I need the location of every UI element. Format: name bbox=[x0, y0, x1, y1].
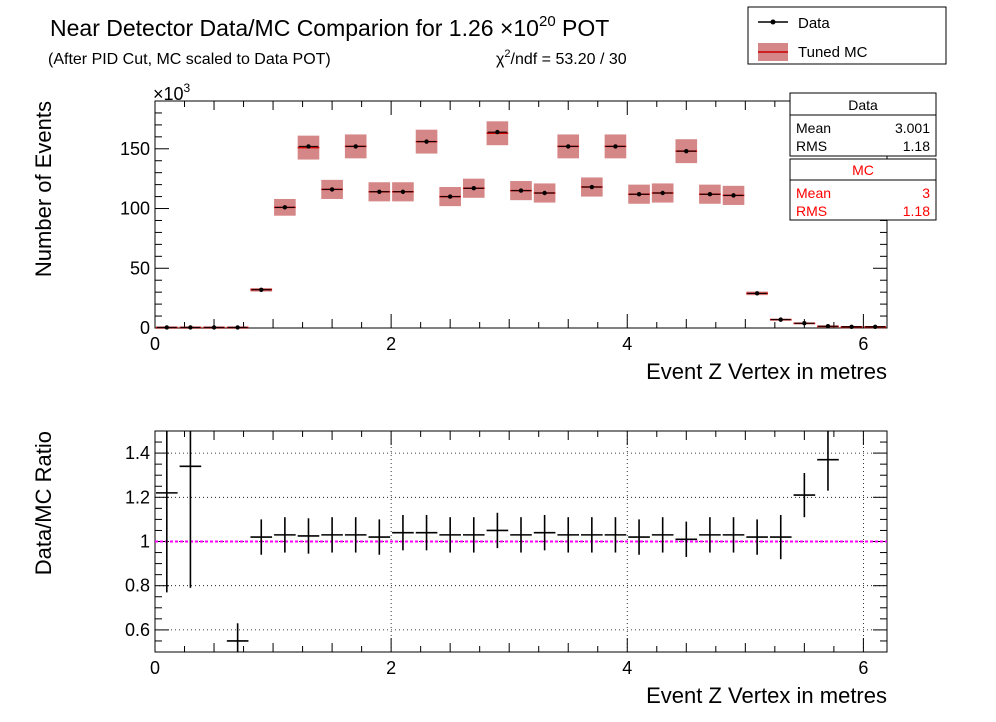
stats-data-rms-label: RMS bbox=[796, 138, 827, 154]
data-point bbox=[613, 144, 618, 149]
data-point bbox=[802, 321, 807, 326]
data-point bbox=[684, 148, 689, 154]
data-point bbox=[778, 317, 783, 322]
y-tick-label: 50 bbox=[130, 258, 150, 278]
data-point bbox=[424, 139, 429, 144]
y-multiplier: ×103 bbox=[153, 81, 191, 104]
legend-mc-label: Tuned MC bbox=[798, 44, 868, 61]
chart-title: Near Detector Data/MC Comparion for 1.26… bbox=[50, 13, 609, 41]
data-point bbox=[495, 129, 500, 135]
y-tick-label: 0 bbox=[140, 318, 150, 338]
x-tick-label: 2 bbox=[386, 334, 396, 354]
stats-mc-frame bbox=[789, 158, 937, 221]
data-point bbox=[566, 144, 571, 149]
stats-box-mc: MC Mean 3 RMS 1.18 bbox=[789, 158, 937, 221]
legend-data-label: Data bbox=[798, 15, 830, 32]
y-tick-label: 1 bbox=[140, 532, 150, 552]
data-point bbox=[235, 325, 240, 330]
data-point bbox=[259, 287, 264, 292]
plot-frame bbox=[154, 100, 888, 329]
chi2-label: χ2/ndf = 53.20 / 30 bbox=[496, 48, 627, 68]
stats-data-mean-value: 3.001 bbox=[895, 120, 930, 136]
legend: Data Tuned MC bbox=[747, 6, 947, 65]
data-point bbox=[754, 291, 760, 296]
data-point bbox=[400, 189, 406, 194]
stats-data-frame bbox=[789, 92, 937, 157]
data-point bbox=[188, 325, 193, 330]
data-point bbox=[282, 205, 288, 210]
y-tick-label: 100 bbox=[120, 199, 150, 219]
data-point bbox=[471, 186, 476, 191]
data-point bbox=[849, 324, 854, 330]
y-tick-label: 1.2 bbox=[125, 487, 150, 507]
stats-data-title: Data bbox=[848, 97, 878, 113]
data-point bbox=[731, 193, 736, 198]
stats-mc-mean-value: 3 bbox=[922, 185, 930, 201]
x-tick-label: 2 bbox=[386, 658, 396, 678]
stats-mc-title: MC bbox=[852, 162, 874, 178]
y-tick-label: 150 bbox=[120, 139, 150, 159]
data-point bbox=[872, 324, 878, 330]
title-exponent: 20 bbox=[539, 13, 556, 30]
data-point bbox=[353, 144, 358, 149]
data-point bbox=[542, 190, 547, 196]
data-point bbox=[707, 191, 713, 197]
chi2-value: /ndf = 53.20 / 30 bbox=[511, 51, 627, 68]
data-point bbox=[660, 190, 665, 196]
stats-mc-rms-label: RMS bbox=[796, 203, 827, 219]
stats-data-rms-value: 1.18 bbox=[903, 138, 930, 154]
data-point bbox=[636, 191, 642, 197]
x-tick-label: 0 bbox=[150, 658, 160, 678]
data-point bbox=[306, 144, 311, 149]
stats-box-data: Data Mean 3.001 RMS 1.18 bbox=[789, 92, 937, 157]
data-point bbox=[518, 188, 524, 193]
chi2-exponent: 2 bbox=[504, 48, 510, 60]
ratio-panel: 0 2 4 6 0.6 0.8 1 1.2 1.4 Event Z Vertex in metre… bbox=[31, 430, 888, 708]
top-panel: 0 2 4 6 0 50 100 150 Event Z Vertex in metres Num… bbox=[31, 81, 888, 384]
data-point bbox=[329, 187, 335, 192]
x-axis-label: Event Z Vertex in metres bbox=[646, 683, 887, 708]
y-tick-label: 1.4 bbox=[125, 443, 150, 463]
stats-data-mean-label: Mean bbox=[796, 120, 831, 136]
data-point bbox=[825, 324, 831, 329]
stats-mc-mean-label: Mean bbox=[796, 185, 831, 201]
data-point bbox=[447, 194, 453, 199]
data-point bbox=[211, 325, 217, 330]
y-tick-label: 0.6 bbox=[125, 620, 150, 640]
y-tick-label: 0.8 bbox=[125, 576, 150, 596]
y-axis-label: Data/MC Ratio bbox=[31, 431, 56, 575]
chart-subtitle: (After PID Cut, MC scaled to Data POT) bbox=[48, 51, 331, 68]
data-point bbox=[589, 184, 595, 190]
x-tick-label: 4 bbox=[622, 658, 632, 678]
x-axis-label: Event Z Vertex in metres bbox=[646, 359, 887, 384]
y-axis-label: Number of Events bbox=[31, 101, 56, 277]
x-tick-label: 6 bbox=[858, 658, 868, 678]
data-point bbox=[377, 189, 382, 194]
x-tick-label: 0 bbox=[150, 334, 160, 354]
x-tick-label: 4 bbox=[622, 334, 632, 354]
x-tick-label: 6 bbox=[858, 334, 868, 354]
data-point bbox=[164, 325, 170, 330]
legend-data-marker bbox=[770, 19, 776, 25]
title-suffix: POT bbox=[556, 15, 610, 41]
stats-mc-rms-value: 1.18 bbox=[903, 203, 930, 219]
